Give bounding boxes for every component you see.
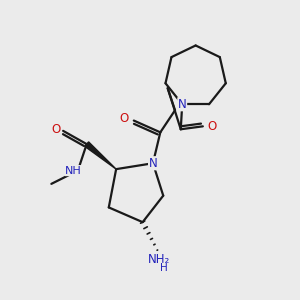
Text: N: N [178, 98, 187, 111]
Text: NH: NH [65, 166, 82, 176]
Text: O: O [51, 123, 60, 136]
Polygon shape [85, 142, 116, 169]
Text: O: O [120, 112, 129, 125]
Text: NH₂: NH₂ [148, 253, 170, 266]
Text: O: O [208, 120, 217, 133]
Text: N: N [148, 157, 157, 170]
Text: H: H [160, 263, 168, 273]
